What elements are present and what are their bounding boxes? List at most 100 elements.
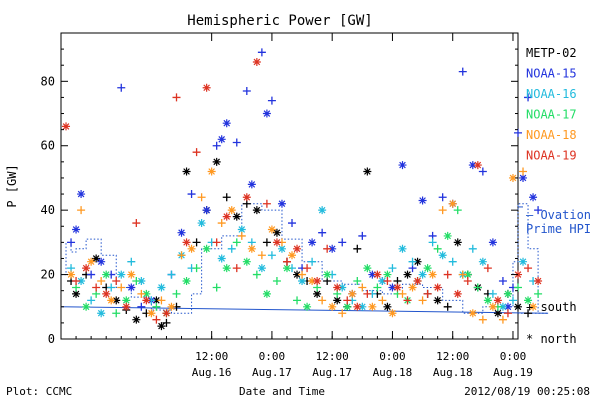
x-tick-label-time: 12:00 — [436, 350, 469, 363]
legend-entry: NOAA-15 — [526, 67, 577, 81]
data-point-south — [92, 283, 101, 292]
data-point-north — [127, 283, 136, 292]
data-point-north — [207, 167, 216, 176]
data-point-north — [373, 270, 382, 279]
data-point-south — [242, 86, 251, 95]
data-point-south — [463, 277, 472, 286]
data-point-north — [323, 270, 332, 279]
data-point-north — [247, 244, 256, 253]
data-point-north — [488, 302, 497, 311]
data-point-north — [333, 296, 342, 305]
data-point-south — [127, 257, 136, 266]
data-point-south — [267, 251, 276, 260]
data-point-south — [468, 244, 477, 253]
data-point-north — [227, 206, 236, 215]
data-point-north — [252, 57, 261, 66]
data-point-north — [67, 270, 76, 279]
data-point-south — [67, 238, 76, 247]
data-point-north — [277, 199, 286, 208]
data-point-south — [398, 289, 407, 298]
data-point-north — [493, 309, 502, 318]
data-point-north — [388, 309, 397, 318]
legend: METP-02 NOAA-15 NOAA-16 NOAA-17 NOAA-18 NOAA-… — [526, 46, 577, 163]
data-point-south — [107, 283, 116, 292]
data-point-north — [72, 225, 81, 234]
data-point-north — [82, 264, 91, 273]
data-point-north — [418, 270, 427, 279]
data-point-south — [514, 128, 522, 137]
data-point-north — [378, 277, 387, 286]
data-point-south — [534, 206, 543, 215]
x-tick-label-time: 0:00 — [259, 350, 286, 363]
data-point-north — [117, 270, 126, 279]
data-point-north — [242, 257, 251, 266]
x-tick-label-date: Aug.19 — [493, 366, 533, 379]
y-tick-label: 60 — [41, 139, 55, 153]
data-point-south — [97, 277, 106, 286]
x-tick-label-time: 12:00 — [195, 350, 228, 363]
legend-north-marker: * north — [526, 332, 577, 346]
data-point-south — [162, 318, 171, 327]
data-point-north — [428, 270, 437, 279]
data-point-north — [333, 283, 342, 292]
data-point-south — [453, 206, 462, 215]
data-point-north — [97, 309, 106, 318]
data-point-north — [72, 289, 81, 298]
data-point-north — [529, 193, 538, 202]
chart-title: Hemispheric Power [GW] — [187, 13, 372, 29]
data-point-south — [152, 315, 161, 324]
data-point-south — [423, 289, 432, 298]
data-point-south — [87, 270, 96, 279]
data-point-north — [87, 257, 96, 266]
data-point-north — [383, 270, 392, 279]
data-point-north — [202, 206, 211, 215]
data-point-north — [257, 264, 266, 273]
data-point-south — [373, 283, 382, 292]
data-point-north — [308, 238, 317, 247]
data-point-south — [378, 296, 387, 305]
data-point-north — [303, 302, 312, 311]
data-point-south — [514, 283, 522, 292]
data-point-north — [222, 264, 231, 273]
data-point-north — [498, 302, 507, 311]
data-point-south — [77, 206, 86, 215]
x-tick-label-time: 0:00 — [500, 350, 527, 363]
data-point-north — [343, 302, 352, 311]
data-point-north — [147, 309, 156, 318]
data-point-north — [529, 302, 538, 311]
data-point-north — [252, 206, 261, 215]
data-point-south — [167, 270, 176, 279]
data-point-south — [408, 257, 417, 266]
series-noaa-16 — [67, 206, 538, 318]
data-point-south — [303, 264, 312, 273]
data-point-south — [503, 309, 512, 318]
data-point-south — [192, 238, 201, 247]
data-point-south — [519, 167, 528, 176]
data-point-north — [293, 270, 302, 279]
data-point-south — [152, 302, 161, 311]
data-point-north — [157, 283, 166, 292]
data-point-north — [182, 167, 191, 176]
data-point-south — [282, 257, 291, 266]
data-point-north — [398, 161, 407, 170]
x-axis-label: Date and Time — [239, 385, 325, 398]
data-point-north — [403, 270, 412, 279]
series-noaa-18 — [67, 167, 538, 324]
data-point-north — [388, 283, 397, 292]
data-point-north — [368, 270, 377, 279]
data-point-south — [534, 289, 543, 298]
data-point-north — [453, 289, 462, 298]
data-point-north — [519, 173, 528, 182]
data-point-north — [433, 296, 442, 305]
data-point-south — [262, 199, 271, 208]
data-point-south — [117, 83, 126, 92]
data-point-north — [393, 283, 402, 292]
data-point-south — [443, 302, 452, 311]
footer-plot-credit: Plot: CCMC — [6, 385, 72, 398]
y-axis-label: P [GW] — [5, 164, 19, 207]
data-point-north — [288, 251, 297, 260]
data-point-south — [448, 257, 457, 266]
data-point-north — [142, 289, 151, 298]
data-point-north — [478, 257, 487, 266]
